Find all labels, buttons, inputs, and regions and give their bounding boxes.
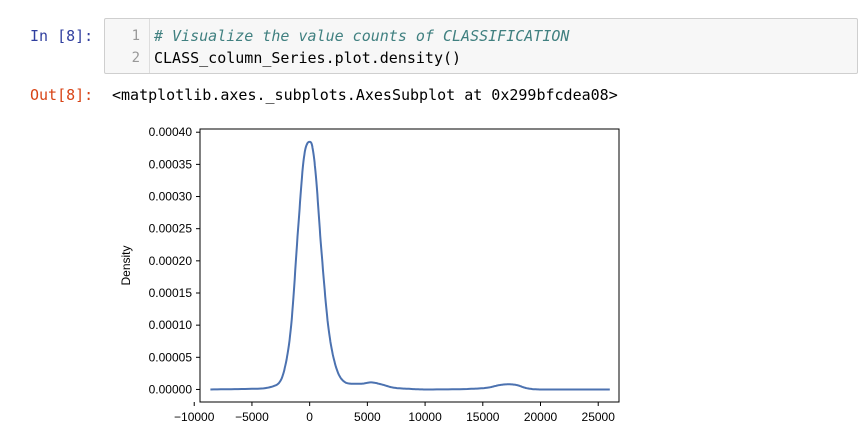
x-tick-label: 25000: [582, 410, 616, 424]
y-tick-label: 0.00000: [149, 382, 193, 396]
output-prompt: Out[8]:: [30, 86, 94, 104]
code-comment-line[interactable]: # Visualize the value counts of CLASSIFI…: [154, 27, 570, 45]
y-tick-label: 0.00040: [149, 125, 193, 139]
y-tick-label: 0.00035: [149, 157, 193, 171]
y-tick-label: 0.00030: [149, 190, 193, 204]
code-line-plot-density[interactable]: CLASS_column_Series.plot.density(): [154, 49, 462, 67]
density-line: [210, 140, 610, 391]
y-tick-label: 0.00020: [149, 254, 193, 268]
x-tick-label: −10000: [174, 410, 215, 424]
y-tick-label: 0.00025: [149, 222, 193, 236]
output-text: <matplotlib.axes._subplots.AxesSubplot a…: [112, 86, 618, 104]
x-tick-label: 0: [306, 410, 313, 424]
y-tick-label: 0.00005: [149, 350, 193, 364]
line-number-1: 1: [131, 28, 140, 44]
x-tick-label: 15000: [466, 410, 500, 424]
x-tick-label: −5000: [235, 410, 269, 424]
line-number-gutter: 1 2: [105, 19, 150, 73]
code-input-area[interactable]: 1 2 # Visualize the value counts of CLAS…: [104, 18, 858, 74]
x-tick-label: 5000: [354, 410, 381, 424]
y-axis-label: Density: [119, 245, 133, 285]
x-tick-label: 20000: [524, 410, 558, 424]
input-prompt: In [8]:: [30, 27, 94, 45]
line-number-2: 2: [131, 50, 140, 66]
y-tick-label: 0.00010: [149, 318, 193, 332]
plot-frame: [199, 128, 620, 403]
y-tick-label: 0.00015: [149, 286, 193, 300]
x-tick-label: 10000: [408, 410, 442, 424]
